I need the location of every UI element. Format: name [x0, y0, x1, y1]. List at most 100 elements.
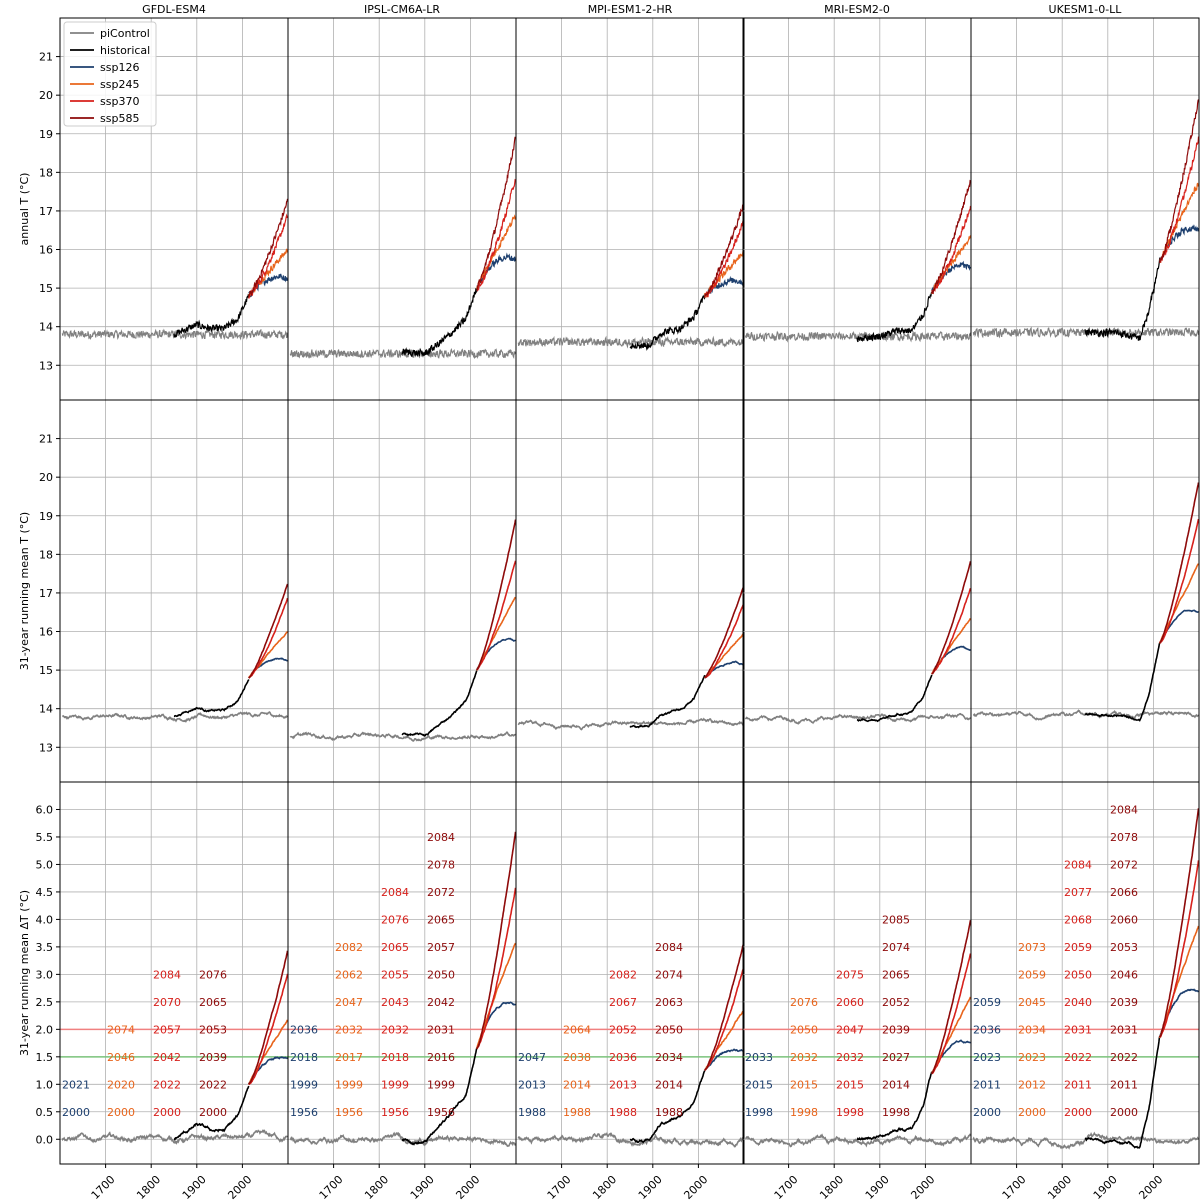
ssp370-line — [248, 597, 288, 679]
year-label-ssp585: 2050 — [427, 968, 455, 981]
series-group — [61, 583, 288, 723]
year-label-ssp585: 2066 — [1110, 886, 1138, 899]
y-tick-label: 19 — [39, 510, 53, 523]
model-title: MRI-ESM2-0 — [824, 3, 890, 16]
y-tick-label: 20 — [39, 89, 53, 102]
y-tick-label: 4.0 — [36, 913, 54, 926]
year-label-ssp370: 2032 — [836, 1051, 864, 1064]
ssp585-line — [476, 831, 516, 1049]
year-label-ssp245: 2064 — [563, 1023, 591, 1036]
y-tick-label: 18 — [39, 166, 53, 179]
year-label-ssp585: 2053 — [199, 1023, 227, 1036]
year-label-ssp126: 2036 — [290, 1023, 318, 1036]
ssp370-line — [704, 603, 744, 679]
year-label-ssp370: 2042 — [153, 1051, 181, 1064]
y-axis-label: 31-year running mean ΔT (°C) — [18, 890, 31, 1056]
series-group — [744, 179, 971, 343]
y-tick-label: 21 — [39, 51, 53, 64]
year-label-ssp585: 2042 — [427, 996, 455, 1009]
panel-ukesm1-0-ll-row2 — [970, 399, 1200, 783]
y-tick-label: 17 — [39, 205, 53, 218]
year-label-ssp370: 2065 — [381, 941, 409, 954]
year-label-ssp370: 2068 — [1064, 913, 1092, 926]
ssp245-line — [476, 596, 516, 671]
y-tick-label: 6.0 — [36, 803, 54, 816]
y-tick-label: 2.0 — [36, 1023, 54, 1036]
historical-line — [1084, 1035, 1161, 1149]
y-tick-label: 14 — [39, 703, 53, 716]
series-group — [60, 950, 288, 1145]
y-tick-label: 14 — [39, 321, 53, 334]
ssp585-line — [1159, 808, 1199, 1038]
historical-line — [629, 1070, 706, 1144]
y-axis-label: 31-year running mean T (°C) — [18, 512, 31, 670]
x-tick-label: 1900 — [636, 1173, 665, 1200]
legend-label-ssp126: ssp126 — [100, 61, 139, 74]
year-label-ssp370: 2018 — [381, 1051, 409, 1064]
year-label-ssp370: 2060 — [836, 996, 864, 1009]
ssp245-line — [1159, 563, 1199, 644]
year-label-ssp585: 2050 — [655, 1023, 683, 1036]
y-axis-label: annual T (°C) — [18, 173, 31, 246]
historical-line — [401, 670, 478, 737]
panel-mpi-esm1-2-hr-row3: 1988 2013 2047 1988 2014 2038 2064 1988 2013 2036… — [515, 781, 745, 1200]
x-tick-label: 1800 — [1045, 1173, 1074, 1200]
x-tick-label: 1700 — [545, 1173, 574, 1200]
y-tick-label: 5.5 — [36, 831, 54, 844]
year-label-ssp245: 2014 — [563, 1078, 591, 1091]
ssp585-line — [1159, 99, 1199, 263]
year-label-ssp126: 2015 — [745, 1078, 773, 1091]
ssp370-line — [248, 213, 288, 299]
year-label-ssp370: 2036 — [609, 1051, 637, 1064]
y-tick-label: 13 — [39, 359, 53, 372]
year-label-ssp126: 2059 — [973, 996, 1001, 1009]
ssp585-line — [704, 586, 744, 679]
year-label-ssp370: 2031 — [1064, 1023, 1092, 1036]
year-label-ssp370: 2013 — [609, 1078, 637, 1091]
series-group — [61, 198, 288, 341]
legend-label-piControl: piControl — [100, 27, 150, 40]
historical-line — [856, 291, 933, 343]
year-label-ssp370: 2047 — [836, 1023, 864, 1036]
y-tick-label: 5.0 — [36, 858, 54, 871]
year-label-ssp245: 2059 — [1018, 968, 1046, 981]
historical-line — [856, 674, 933, 723]
y-tick-label: 3.0 — [36, 968, 54, 981]
x-tick-label: 2000 — [681, 1173, 710, 1200]
historical-line — [401, 288, 478, 358]
ssp370-line — [931, 205, 971, 294]
panel-ukesm1-0-ll-row1 — [970, 17, 1200, 401]
year-label-ssp245: 2074 — [107, 1023, 135, 1036]
ssp585-line — [931, 561, 971, 675]
y-tick-label: 1.5 — [36, 1051, 54, 1064]
year-label-ssp585: 2084 — [427, 831, 455, 844]
x-tick-label: 1900 — [1091, 1173, 1120, 1200]
year-label-ssp126: 2013 — [518, 1078, 546, 1091]
year-label-ssp245: 2032 — [790, 1051, 818, 1064]
y-tick-label: 17 — [39, 587, 53, 600]
year-label-ssp245: 2050 — [790, 1023, 818, 1036]
y-tick-label: 16 — [39, 244, 53, 257]
year-label-ssp370: 2084 — [1064, 858, 1092, 871]
historical-line — [173, 679, 250, 718]
year-label-ssp370: 2077 — [1064, 886, 1092, 899]
year-label-ssp126: 2000 — [973, 1106, 1001, 1119]
year-label-ssp585: 2052 — [882, 996, 910, 1009]
picontrol-line — [289, 1131, 516, 1148]
ssp245-line — [1159, 925, 1199, 1039]
year-label-ssp245: 2062 — [335, 968, 363, 981]
year-label-ssp585: 1999 — [427, 1078, 455, 1091]
x-tick-label: 1900 — [408, 1173, 437, 1200]
historical-line — [1084, 642, 1161, 722]
year-label-ssp126: 2021 — [62, 1078, 90, 1091]
series-group — [971, 808, 1199, 1150]
year-label-ssp245: 2012 — [1018, 1078, 1046, 1091]
year-label-ssp585: 2078 — [1110, 831, 1138, 844]
year-label-ssp585: 2031 — [1110, 1023, 1138, 1036]
y-tick-label: 0.5 — [36, 1106, 54, 1119]
year-label-ssp585: 2000 — [199, 1106, 227, 1119]
ssp245-line — [476, 214, 516, 290]
x-tick-label: 1900 — [180, 1173, 209, 1200]
year-label-ssp585: 2000 — [1110, 1106, 1138, 1119]
